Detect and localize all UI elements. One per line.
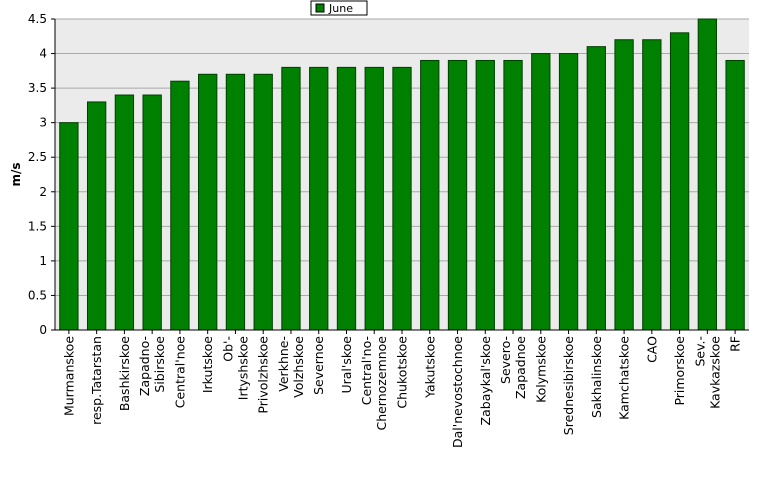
y-tick-label: 2.5	[28, 150, 47, 164]
x-tick-label: Sev.-	[692, 336, 707, 367]
x-tick-label: Ob'-	[220, 336, 235, 362]
x-tick-label: Zapadno-	[137, 336, 152, 396]
x-tick-label: CAO	[644, 336, 659, 363]
x-tick-label: Irtyshskoe	[235, 336, 250, 401]
y-tick-label: 3.5	[28, 81, 47, 95]
x-tick-label: resp.Tatarstan	[89, 336, 104, 425]
x-tick-label: Kamchatskoe	[617, 336, 632, 420]
x-tick-label: Dal'nevostochnoe	[450, 336, 465, 448]
x-tick-label: Chukotskoe	[395, 336, 410, 409]
bars	[59, 18, 745, 331]
x-tick-label: Central'no-	[359, 336, 374, 405]
bar[interactable]	[142, 94, 162, 331]
bar[interactable]	[86, 101, 107, 331]
bar[interactable]	[503, 59, 523, 331]
x-tick-label: Murmanskoe	[61, 336, 76, 416]
bar[interactable]	[170, 80, 190, 331]
x-tick-label: Yakutskoe	[422, 336, 437, 399]
bar[interactable]	[336, 66, 357, 331]
y-tick-label: 3	[39, 116, 47, 130]
bar[interactable]	[281, 66, 301, 331]
y-tick-label: 4.5	[28, 12, 47, 26]
x-tick-label: Kavkazskoe	[707, 336, 722, 409]
bar[interactable]	[198, 73, 218, 331]
x-tick-label: Sakhalinskoe	[589, 336, 604, 418]
x-tick-label: Chernozemnoe	[374, 336, 389, 431]
bar[interactable]	[697, 18, 718, 331]
y-tick-label: 2	[39, 185, 47, 199]
x-tick-label: Primorskoe	[672, 336, 687, 406]
bar[interactable]	[392, 66, 412, 331]
x-tick-label: Zabaykal'skoe	[478, 336, 493, 426]
y-ticks: 0 0.5 1 1.5 2 2.5 3 3.5 4 4.5	[28, 12, 55, 337]
bar[interactable]	[558, 53, 579, 331]
x-tick-label: Srednesibirskoe	[561, 336, 576, 436]
bar[interactable]	[253, 73, 273, 331]
x-tick-label: Central'noe	[172, 336, 187, 409]
x-tick-label: Privolzhskoe	[256, 336, 271, 414]
x-tick-label: Zapadnoe	[513, 336, 528, 399]
bar[interactable]	[614, 39, 634, 331]
y-axis-label: m/s	[9, 162, 23, 186]
x-tick-labels: Murmanskoe resp.Tatarstan Bashkirskoe Zapad…	[61, 330, 743, 448]
x-tick-label: Ural'skoe	[339, 336, 354, 394]
bar[interactable]	[225, 73, 246, 331]
legend-label: June	[328, 2, 353, 15]
bar[interactable]	[364, 66, 384, 331]
bar[interactable]	[475, 59, 495, 331]
y-tick-label: 1	[39, 254, 47, 268]
legend[interactable]: June	[310, 0, 368, 16]
x-tick-label: Severo-	[498, 336, 513, 384]
bar[interactable]	[447, 59, 468, 331]
bar[interactable]	[114, 94, 135, 331]
y-tick-label: 1.5	[28, 219, 47, 233]
y-tick-label: 0	[39, 323, 47, 337]
bar[interactable]	[531, 53, 551, 331]
x-tick-label: Severnoe	[311, 336, 326, 395]
y-tick-label: 0.5	[28, 288, 47, 302]
x-tick-label: Irkutskoe	[200, 336, 215, 393]
legend-box	[310, 0, 368, 16]
bar[interactable]	[59, 122, 79, 331]
bar[interactable]	[420, 59, 440, 331]
x-tick-label: RF	[728, 336, 743, 352]
x-tick-label: Sibirskoe	[152, 336, 167, 393]
bar[interactable]	[309, 66, 329, 331]
bar[interactable]	[642, 39, 662, 331]
x-tick-label: Volzhskoe	[291, 336, 306, 398]
y-tick-label: 4	[39, 47, 47, 61]
x-tick-label: Verkhne-	[276, 336, 291, 392]
bar[interactable]	[586, 46, 606, 331]
x-tick-label: Bashkirskoe	[117, 336, 132, 411]
x-tick-label: Kolymskoe	[533, 336, 548, 403]
bar[interactable]	[725, 59, 745, 331]
legend-swatch	[315, 3, 325, 13]
bar[interactable]	[669, 32, 690, 331]
